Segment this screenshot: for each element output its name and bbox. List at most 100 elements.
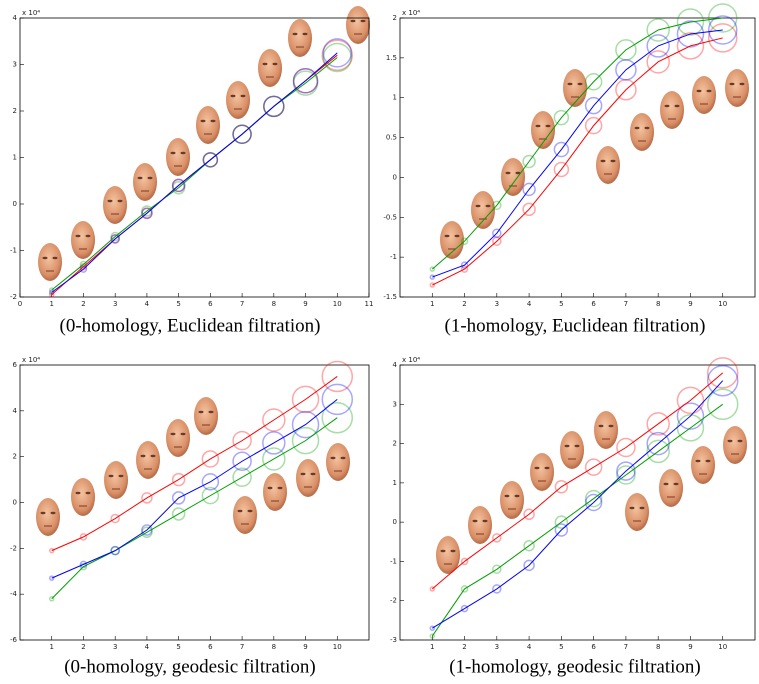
- x-tick-label: 10: [333, 643, 342, 651]
- face: [346, 6, 370, 44]
- face: [38, 243, 62, 281]
- x-tick-label: 6: [591, 643, 596, 651]
- face: [625, 493, 649, 531]
- y-multiplier: x 10⁴: [22, 9, 40, 17]
- y-multiplier: x 10⁴: [402, 9, 420, 17]
- eye: [445, 235, 450, 237]
- x-tick-label: 8: [656, 643, 660, 651]
- face-image: [691, 446, 715, 484]
- y-tick-label: 4: [13, 407, 18, 415]
- face: [630, 113, 654, 151]
- eye: [108, 200, 113, 202]
- x-tick-label: 10: [718, 643, 727, 651]
- eye: [675, 105, 680, 107]
- x-tick-label: 4: [145, 300, 150, 308]
- eye: [740, 83, 745, 85]
- eye: [231, 95, 236, 97]
- face-image: [440, 221, 464, 259]
- x-tick-label: 8: [272, 643, 276, 651]
- figure: 01234567891011-2-101234x 10⁴(0-homology,…: [0, 0, 759, 684]
- y-tick-label: -1: [390, 557, 397, 565]
- y-tick-label: 4: [13, 14, 18, 22]
- y-tick-label: 1: [393, 94, 397, 102]
- y-tick-label: 1.5: [386, 54, 397, 62]
- face: [166, 419, 190, 457]
- x-tick-label: 5: [176, 300, 180, 308]
- face-image: [630, 113, 654, 151]
- face: [258, 49, 282, 87]
- x-tick-label: 1: [430, 643, 434, 651]
- face-image: [692, 76, 716, 114]
- face-image: [71, 478, 95, 516]
- y-tick-label: -1: [10, 247, 17, 255]
- eye: [119, 475, 124, 477]
- eye: [263, 63, 268, 65]
- eye: [706, 460, 711, 462]
- eye: [640, 507, 645, 509]
- face-image: [560, 431, 584, 469]
- face-image: [326, 443, 350, 481]
- y-tick-label: 0: [393, 518, 397, 526]
- eye: [441, 550, 446, 552]
- y-tick-label: 2: [393, 14, 397, 22]
- face: [194, 397, 218, 435]
- face-image: [196, 106, 220, 144]
- face: [166, 138, 190, 176]
- eye: [483, 520, 488, 522]
- x-tick-label: 8: [656, 300, 660, 308]
- x-tick-label: 4: [527, 643, 532, 651]
- x-tick-label: 9: [688, 300, 692, 308]
- eye: [331, 457, 336, 459]
- face-image: [468, 506, 492, 544]
- face-image: [471, 191, 495, 229]
- eye: [201, 120, 206, 122]
- face: [530, 453, 554, 491]
- x-tick-label: 8: [272, 300, 276, 308]
- eye: [268, 487, 273, 489]
- face: [36, 498, 60, 536]
- eye: [248, 510, 253, 512]
- x-tick-label: 4: [145, 643, 150, 651]
- x-tick-label: 2: [462, 643, 466, 651]
- series-line: [52, 418, 338, 599]
- face: [296, 459, 320, 497]
- face-image: [530, 453, 554, 491]
- x-tick-label: 10: [718, 300, 727, 308]
- face-image: [346, 6, 370, 44]
- eye: [707, 90, 712, 92]
- eye: [609, 425, 614, 427]
- y-tick-label: 2: [393, 440, 397, 448]
- y-tick-label: 4: [393, 361, 398, 369]
- eye: [351, 20, 356, 22]
- face-image: [659, 469, 683, 507]
- eye: [361, 20, 366, 22]
- face: [71, 478, 95, 516]
- eye: [476, 205, 481, 207]
- eye: [86, 492, 91, 494]
- eye: [473, 520, 478, 522]
- eye: [486, 205, 491, 207]
- y-tick-label: -1: [390, 253, 397, 261]
- eye: [635, 127, 640, 129]
- face: [326, 443, 350, 481]
- face-image: [38, 243, 62, 281]
- face: [659, 469, 683, 507]
- y-tick-label: 6: [13, 361, 18, 369]
- eye: [301, 473, 306, 475]
- face: [263, 473, 287, 511]
- eye: [601, 160, 606, 162]
- eye: [181, 433, 186, 435]
- x-tick-label: 9: [303, 300, 307, 308]
- face: [288, 19, 312, 57]
- x-tick-label: 3: [113, 643, 117, 651]
- eye: [674, 483, 679, 485]
- eye: [273, 63, 278, 65]
- y-tick-label: 2: [13, 107, 17, 115]
- face-image: [104, 461, 128, 499]
- face: [104, 461, 128, 499]
- face: [226, 81, 250, 119]
- eye: [696, 460, 701, 462]
- face-image: [133, 163, 157, 201]
- x-tick-label: 6: [208, 300, 213, 308]
- face-image: [166, 138, 190, 176]
